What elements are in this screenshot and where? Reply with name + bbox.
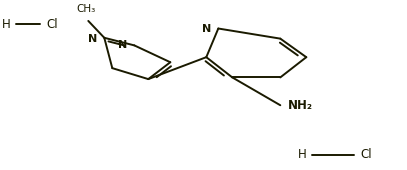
Text: NH₂: NH₂ [288, 99, 313, 112]
Text: Cl: Cl [360, 148, 372, 162]
Text: N: N [118, 40, 128, 49]
Text: H: H [2, 18, 10, 31]
Text: N: N [202, 24, 212, 34]
Text: H: H [298, 148, 306, 162]
Text: N: N [88, 34, 98, 44]
Text: CH₃: CH₃ [77, 4, 96, 14]
Text: Cl: Cl [46, 18, 58, 31]
